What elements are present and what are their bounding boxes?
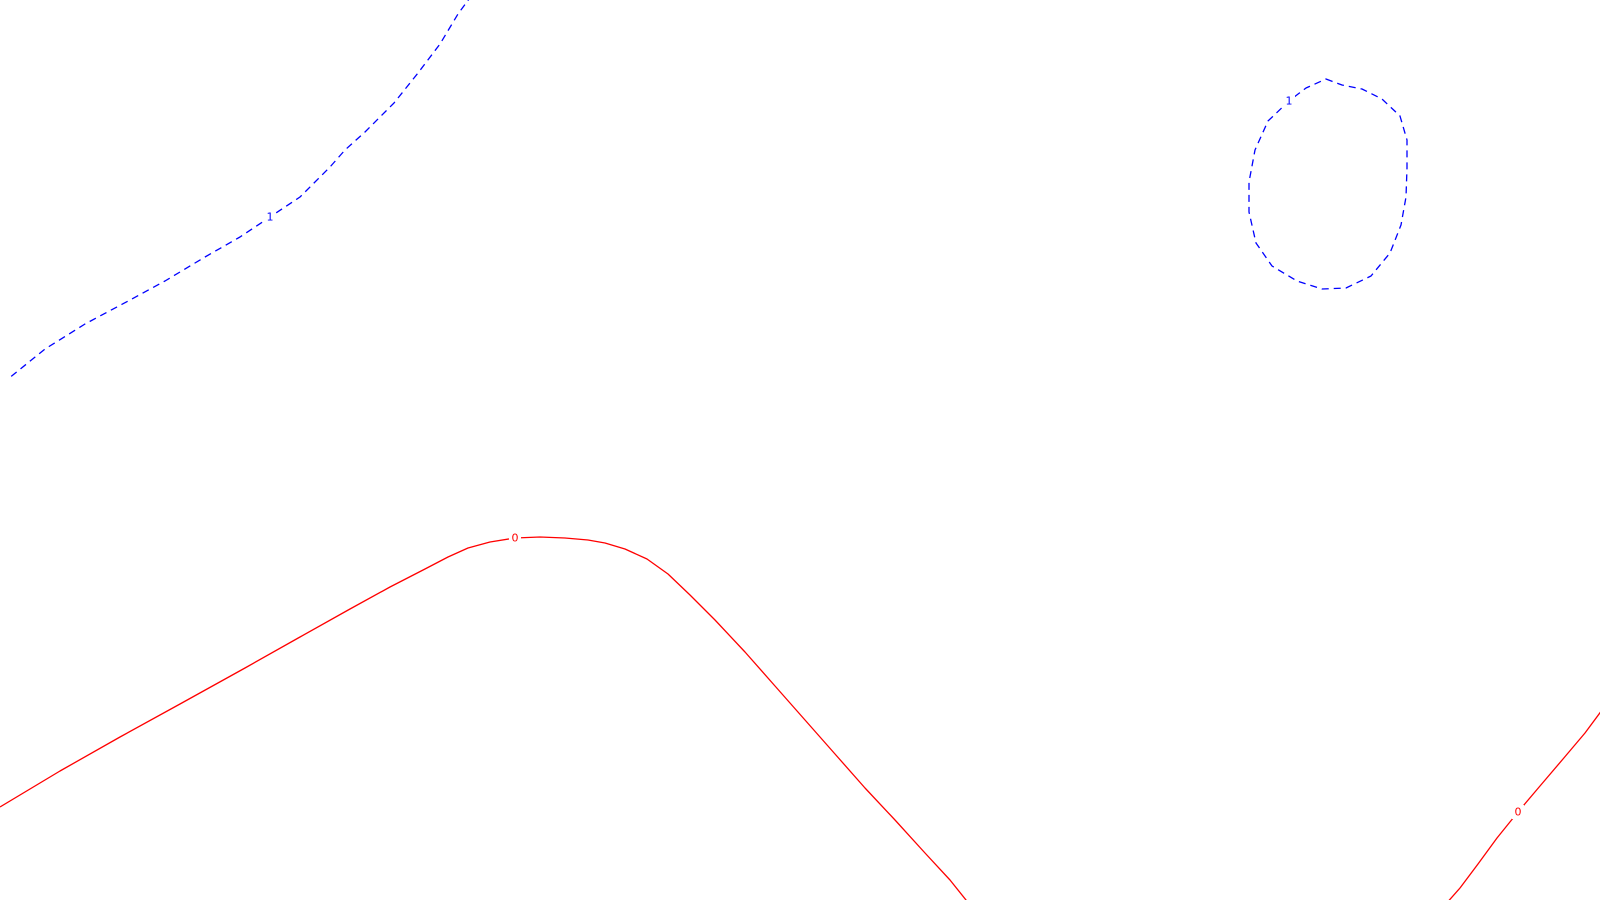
contour-label-group-level-1-upper-left: 1 [264,210,276,224]
contour-label-bg [1512,805,1524,819]
contour-label-group-level-1-loop: 1 [1283,94,1295,108]
contour-level-1-loop [1248,78,1408,290]
contour-label-bg [509,531,521,545]
contour-labels: 1 1 0 0 [264,94,1524,819]
contour-label-group-level-0-main: 0 [509,531,521,545]
contour-label-level-1-upper-left: 1 [267,211,274,224]
contour-label-level-0-right: 0 [1515,806,1522,819]
contour-level-0-main [0,536,967,900]
contour-level-1-upper-left [7,0,470,380]
contour-label-level-1-loop: 1 [1286,95,1293,108]
contour-label-level-0-main: 0 [512,532,519,545]
contour-label-bg [1283,94,1295,108]
contour-label-bg [264,210,276,224]
contour-level-0-right [1448,711,1600,900]
contour-label-group-level-0-right: 0 [1512,805,1524,819]
